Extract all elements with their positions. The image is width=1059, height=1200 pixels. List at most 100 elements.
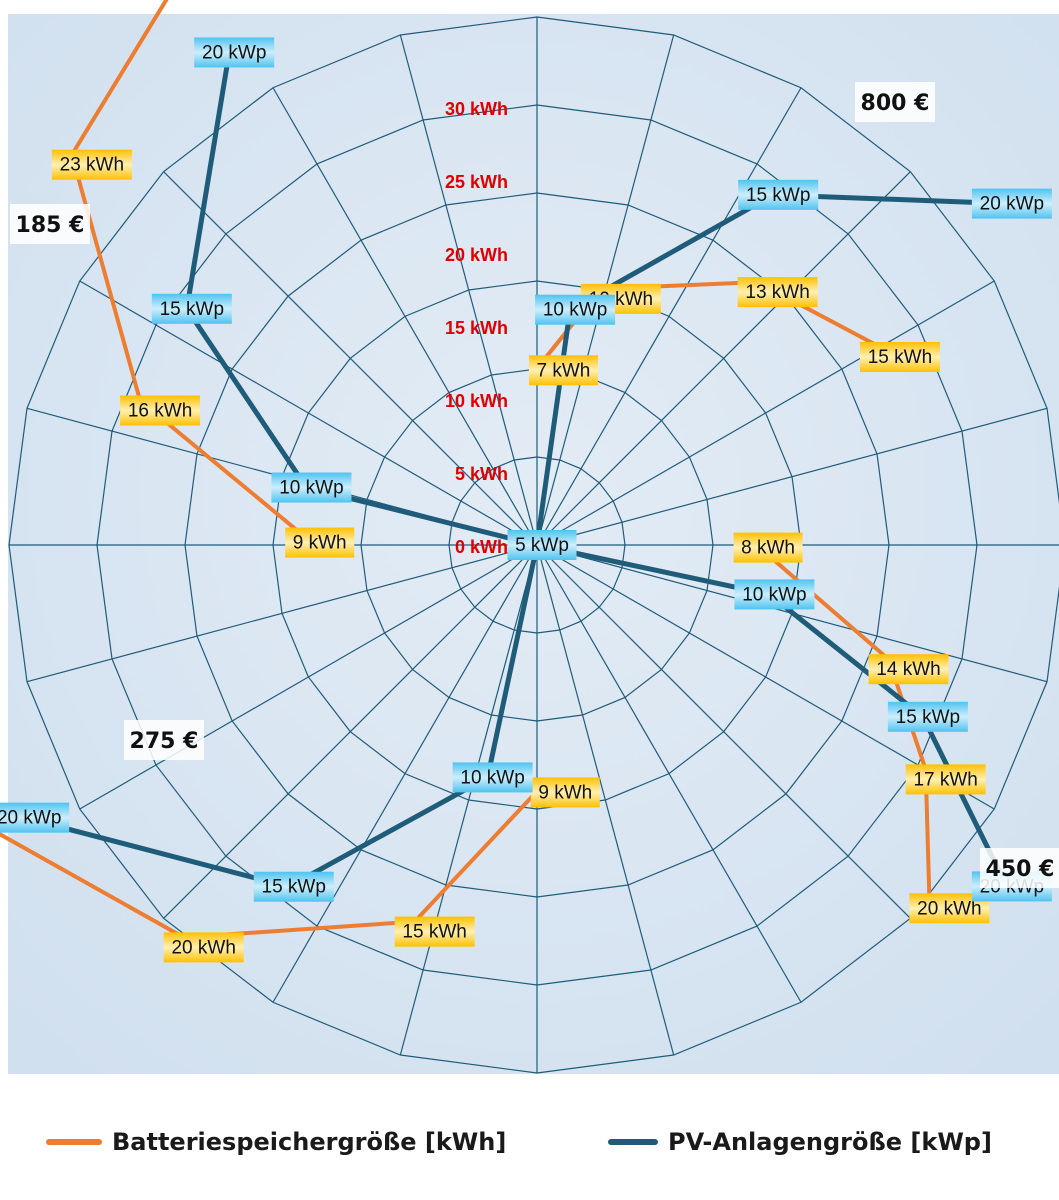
pv-data-label-text: 5 kWp — [515, 535, 569, 556]
battery-data-label: 8 kWh — [733, 532, 803, 563]
battery-data-label: 23 kWh — [51, 149, 132, 180]
pv-data-label: 15 kWp — [151, 293, 232, 324]
grid-spoke — [399, 544, 538, 1056]
battery-data-label-box — [905, 764, 986, 795]
grid-spoke — [536, 280, 995, 546]
battery-data-label: 15 kWh — [394, 916, 475, 947]
pv-data-label: 10 kWp — [734, 579, 815, 610]
battery-data-label-text: 15 kWh — [402, 922, 466, 943]
legend-swatch-battery — [46, 1139, 102, 1145]
corner-label: 185 € — [10, 204, 90, 244]
corner-label: 800 € — [855, 82, 935, 122]
battery-data-label: 17 kWh — [905, 764, 986, 795]
pv-data-label-text: 15 kWp — [262, 877, 326, 898]
pv-data-label-box — [738, 179, 819, 210]
axis-tick-label: 10 kWh — [445, 391, 508, 411]
battery-data-label: 15 kWh — [859, 342, 940, 372]
grid-spoke — [79, 280, 538, 546]
pv-data-label-box — [971, 188, 1052, 219]
pv-data-label-box — [253, 871, 334, 902]
pv-data-label-box — [452, 762, 533, 793]
corner-labels: 800 € 450 € 275 € 185 € — [10, 82, 1059, 888]
battery-data-label-text: 16 kWh — [128, 401, 192, 422]
battery-series-line — [69, 0, 302, 535]
data-labels: 8 kWh 14 kWh 17 kWh 20 kWh 9 kWh 15 kWh 20 kWh… — [0, 37, 1052, 963]
battery-data-label-text: 15 kWh — [868, 347, 932, 368]
battery-data-label-text: 8 kWh — [741, 538, 795, 559]
pv-data-label: 10 kWp — [535, 294, 616, 325]
axis-tick-label: 5 kWh — [455, 464, 508, 484]
battery-series-line — [0, 781, 547, 940]
legend-swatch-pv — [608, 1139, 658, 1145]
battery-data-label-box — [528, 355, 598, 386]
corner-label-bg — [855, 82, 935, 122]
corner-label: 450 € — [980, 848, 1059, 888]
grid-spoke — [536, 544, 802, 1003]
corner-label-text: 275 € — [130, 729, 199, 754]
battery-data-label-box — [859, 342, 940, 372]
battery-data-label-text: 20 kWh — [917, 898, 981, 919]
pv-data-label: 10 kWp — [271, 472, 352, 503]
pv-series-line — [536, 542, 1010, 888]
corner-label-text: 450 € — [986, 857, 1055, 882]
legend-label-pv: PV-Anlagengröße [kWp] — [668, 1128, 992, 1156]
pv-data-label-text: 10 kWp — [742, 584, 806, 605]
corner-label: 275 € — [124, 720, 204, 760]
pv-data-label: 20 kWp — [0, 802, 70, 833]
pv-series-line — [534, 192, 1007, 546]
pv-series-line — [23, 544, 540, 890]
axis-tick-label: 15 kWh — [445, 318, 508, 338]
pv-data-label: 15 kWp — [253, 871, 334, 902]
battery-data-label: 9 kWh — [285, 527, 355, 558]
battery-data-label-text: 17 kWh — [913, 769, 977, 790]
axis-tick-label: 25 kWh — [445, 172, 508, 192]
battery-data-label: 14 kWh — [868, 654, 949, 685]
pv-data-label: 20 kWp — [971, 188, 1052, 219]
corner-label-text: 800 € — [861, 91, 930, 116]
axis-tick-label: 0 kWh — [455, 537, 508, 557]
grid-spoke — [163, 171, 538, 546]
radial-axis-ticks: 0 kWh 5 kWh 10 kWh 15 kWh 20 kWh 25 kWh 30 kWh — [445, 99, 508, 557]
battery-data-label-text: 13 kWh — [745, 282, 809, 303]
battery-data-label: 9 kWh — [530, 777, 600, 808]
legend-label-battery: Batteriespeichergröße [kWh] — [112, 1128, 507, 1156]
axis-tick-label: 30 kWh — [445, 99, 508, 119]
battery-data-label-text: 9 kWh — [538, 782, 592, 803]
pv-data-label-box — [535, 294, 616, 325]
legend-item-pv: PV-Anlagengröße [kWp] — [608, 1120, 992, 1164]
radar-grid — [8, 16, 1059, 1074]
battery-data-label: 20 kWh — [163, 932, 244, 963]
pv-data-label-box — [194, 37, 275, 68]
pv-data-label-box — [887, 701, 968, 732]
pv-data-label: 10 kWp — [452, 762, 533, 793]
battery-data-label-text: 14 kWh — [876, 659, 940, 680]
corner-label-bg — [10, 204, 90, 244]
grid-spoke — [26, 544, 538, 683]
battery-data-label: 13 kWh — [737, 277, 818, 308]
battery-data-label-box — [285, 527, 355, 558]
pv-data-label-box — [271, 472, 352, 503]
pv-data-label-box — [151, 293, 232, 324]
battery-data-label-text: 9 kWh — [293, 533, 347, 554]
battery-data-label-text: 23 kWh — [60, 155, 124, 176]
pv-data-label-text: 15 kWp — [746, 185, 810, 206]
legend-item-battery: Batteriespeichergröße [kWh] — [46, 1120, 506, 1164]
battery-data-label-box — [163, 932, 244, 963]
pv-data-label: 5 kWp — [507, 530, 577, 560]
pv-data-label-box — [734, 579, 815, 610]
pv-data-label: 15 kWp — [887, 701, 968, 732]
grid-spoke — [536, 544, 675, 1056]
grid-spoke — [536, 544, 911, 919]
battery-data-label: 7 kWh — [528, 355, 598, 386]
grid-spoke — [163, 544, 538, 919]
battery-data-label-box — [868, 654, 949, 685]
grid-spoke — [536, 407, 1048, 546]
corner-label-bg — [980, 848, 1059, 888]
grid-spoke — [399, 34, 538, 546]
pv-data-label-text: 15 kWp — [896, 707, 960, 728]
pv-data-label-text: 10 kWp — [279, 478, 343, 499]
pv-data-label-text: 10 kWp — [543, 300, 607, 321]
battery-data-label-box — [120, 395, 201, 426]
pv-data-label: 15 kWp — [738, 179, 819, 210]
pv-data-label-text: 20 kWp — [202, 42, 266, 63]
